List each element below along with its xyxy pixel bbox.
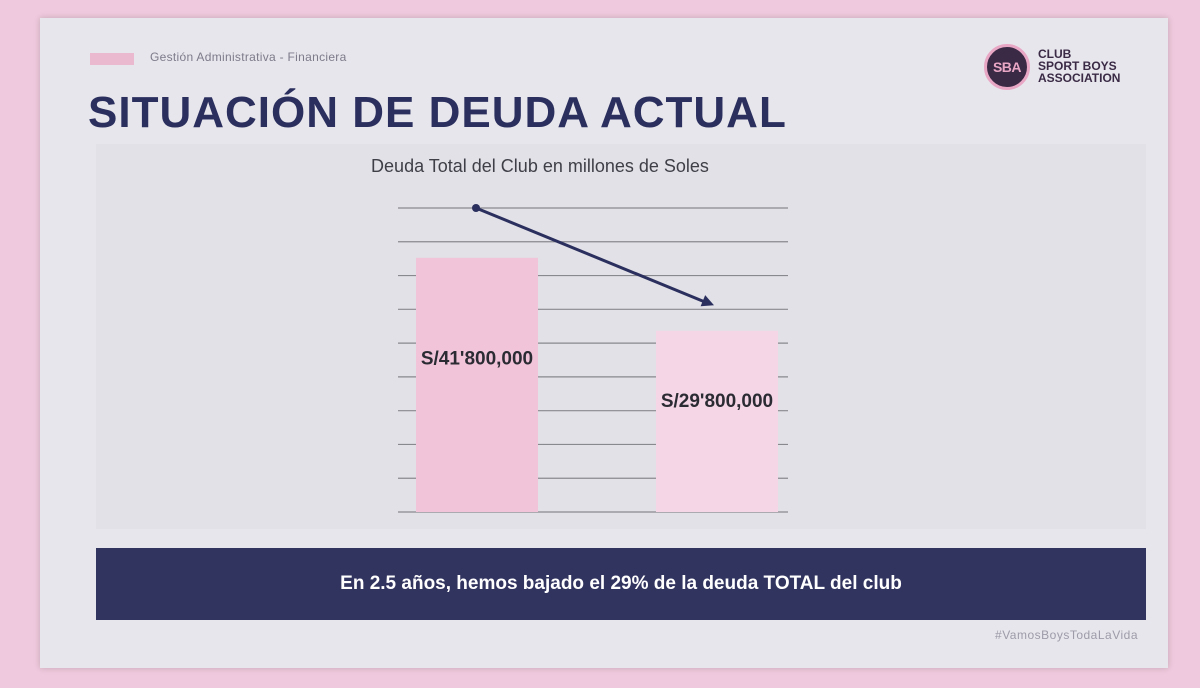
chart-value-labels: S/41'800,000 S/29'800,000	[421, 349, 773, 412]
page-title: SITUACIÓN DE DEUDA ACTUAL	[88, 88, 787, 137]
hashtag: #VamosBoysTodaLaVida	[995, 628, 1138, 642]
section-label: Gestión Administrativa - Financiera	[150, 50, 347, 64]
club-logo: SBA CLUB SPORT BOYS ASSOCIATION	[984, 42, 1154, 98]
chart-trend-arrow	[472, 204, 714, 307]
chart-title: Deuda Total del Club en millones de Sole…	[371, 156, 709, 176]
summary-banner: En 2.5 años, hemos bajado el 29% de la d…	[96, 548, 1146, 620]
trend-line	[475, 206, 709, 305]
logo-badge-text: SBA	[992, 59, 1022, 75]
logo-line-1: CLUB	[1038, 47, 1072, 61]
section-swatch	[90, 53, 134, 65]
logo-line-3: ASSOCIATION	[1038, 71, 1121, 85]
debt-bar-chart: S/41'800,000 S/29'800,000	[398, 204, 788, 513]
chart-bars	[416, 257, 778, 512]
bar-2	[656, 330, 778, 512]
summary-text: En 2.5 años, hemos bajado el 29% de la d…	[340, 573, 902, 594]
logo-line-2: SPORT BOYS	[1038, 59, 1117, 73]
bar-value-label-1: S/41'800,000	[421, 349, 533, 370]
slide: Gestión Administrativa - Financiera SITU…	[40, 18, 1168, 668]
logo-text: CLUB SPORT BOYS ASSOCIATION	[1038, 48, 1120, 84]
bar-value-label-2: S/29'800,000	[661, 391, 773, 412]
logo-badge: SBA	[984, 44, 1030, 90]
bar-1	[416, 257, 538, 512]
trend-arrowhead	[700, 295, 714, 307]
